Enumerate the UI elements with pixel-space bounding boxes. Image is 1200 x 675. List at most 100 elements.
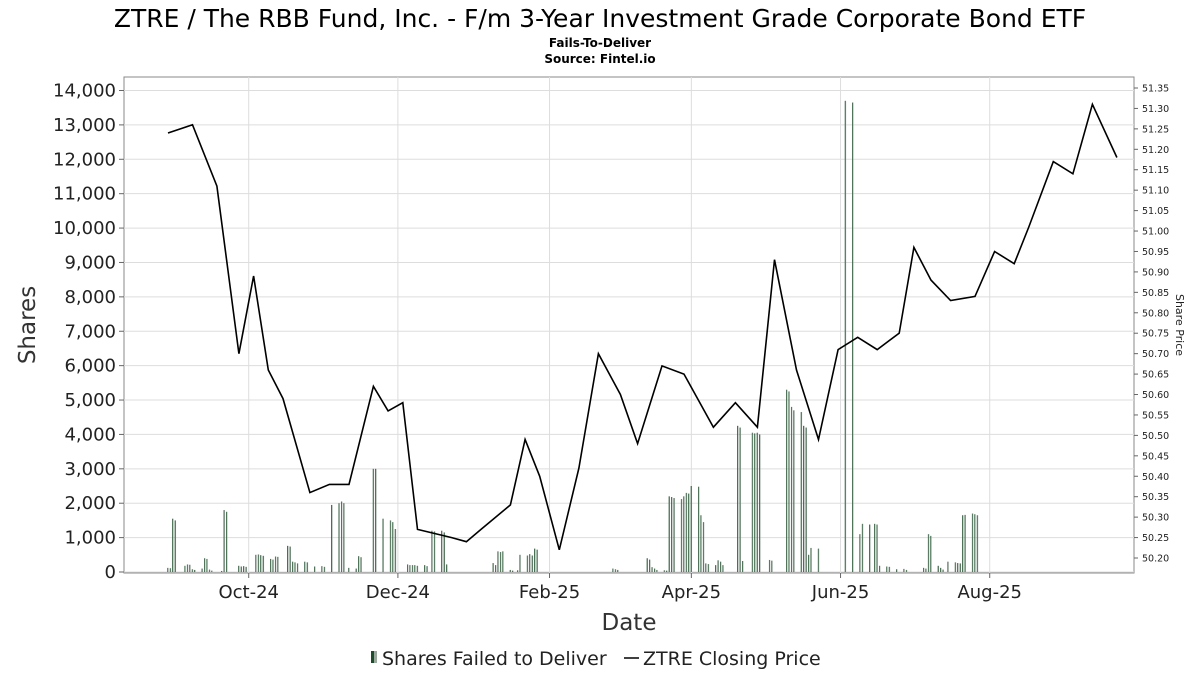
ftd-bar (441, 530, 443, 572)
x-axis-label: Date (602, 610, 657, 636)
ftd-bar-shade (965, 514, 966, 572)
ftd-bar-shade (708, 564, 710, 572)
y2-tick-label: 50.20 (1142, 554, 1169, 565)
ftd-bar-shade (652, 567, 653, 572)
ftd-bar-shade (187, 564, 189, 572)
y-tick-label: 9,000 (64, 252, 116, 273)
ftd-bar-shade (674, 498, 675, 572)
ftd-bar-shade (204, 558, 206, 572)
ftd-bar-shade (258, 554, 260, 572)
ftd-bar (654, 568, 655, 572)
ftd-bar-shade (224, 510, 225, 572)
ftd-bar-shade (305, 561, 306, 572)
ftd-bar-shade (190, 564, 191, 572)
ftd-bar-shade (307, 562, 309, 572)
ftd-bar-shade (395, 529, 397, 572)
ftd-bar (407, 564, 408, 572)
ftd-bar (411, 565, 413, 572)
ftd-bar-shade (681, 499, 683, 572)
ftd-bar-shade (794, 410, 795, 572)
ftd-bar (810, 547, 812, 572)
ftd-bar (201, 568, 203, 572)
ftd-bar (260, 555, 262, 572)
ftd-bar (656, 569, 658, 572)
ftd-bar-shade (442, 530, 443, 572)
ftd-bar-shade (446, 564, 448, 572)
ftd-bar (896, 569, 897, 572)
ftd-bar (751, 432, 753, 572)
y2-tick-label: 50.75 (1142, 329, 1169, 340)
ftd-bar (927, 534, 929, 572)
x-tick-label: Aug-25 (957, 582, 1022, 603)
ftd-bar (668, 496, 670, 572)
ftd-bar (923, 567, 924, 572)
ftd-bar (186, 564, 188, 572)
ftd-bar (343, 503, 345, 572)
ftd-bar (433, 531, 435, 572)
ftd-bar-shade (669, 496, 671, 572)
ftd-bar (495, 565, 496, 572)
ftd-bar (742, 560, 743, 572)
chart-title: ZTRE / The RBB Fund, Inc. - F/m 3-Year I… (114, 4, 1086, 33)
ftd-bar (688, 493, 690, 572)
ftd-bar (649, 559, 650, 572)
ftd-bar-shade (943, 569, 944, 572)
ftd-bar-shade (958, 563, 959, 572)
ftd-bar-shade (960, 563, 962, 572)
ftd-bar (262, 555, 264, 572)
ftd-bar-shade (948, 561, 949, 572)
ftd-bar-shade (376, 468, 377, 572)
y2-tick-label: 50.70 (1142, 349, 1169, 360)
ftd-bar (771, 560, 773, 572)
ftd-bar (389, 520, 391, 572)
ftd-bar-shade (647, 558, 649, 572)
ftd-bar-shade (324, 566, 326, 572)
ftd-bar (803, 425, 804, 572)
y2-tick-label: 51.05 (1142, 206, 1169, 217)
ftd-bar (526, 555, 528, 572)
y-axis: 0 1,000 2,000 3,000 4,000 5,000 6,000 7,000 8,00… (53, 81, 124, 583)
y2-tick-label: 51.25 (1142, 124, 1169, 135)
ftd-bar (243, 566, 244, 572)
y-tick-label: 5,000 (64, 390, 116, 411)
ftd-bar (959, 563, 961, 572)
x-axis: Oct-24 Dec-24 Feb-25 Apr-25 Jun-25 Aug-25 (218, 573, 1022, 603)
ftd-bar-shade (801, 412, 803, 572)
ftd-bar (717, 560, 719, 572)
ftd-bar-shade (671, 497, 673, 572)
ftd-bar (671, 497, 672, 572)
ftd-bar-shade (691, 486, 693, 572)
ftd-bar-shade (940, 567, 942, 572)
ftd-bar (651, 567, 653, 572)
ftd-bar-shade (667, 570, 668, 572)
ftd-bar-shade (503, 551, 504, 572)
grid-layer (124, 77, 1134, 573)
ftd-bar-shade (226, 511, 228, 572)
y2-tick-label: 50.30 (1142, 513, 1169, 524)
ftd-bar (690, 486, 692, 572)
ftd-bar-shade (737, 425, 739, 572)
ftd-bar-shade (373, 468, 375, 572)
ftd-bar-shade (241, 566, 243, 572)
ftd-bar-shade (772, 560, 773, 572)
y-tick-label: 14,000 (53, 81, 116, 102)
ftd-bar-shade (720, 561, 722, 572)
ftd-bar-shade (202, 568, 203, 572)
ftd-bar-shade (613, 568, 614, 572)
ftd-bar (360, 557, 362, 572)
ftd-bar (739, 427, 741, 572)
ftd-bar (294, 562, 296, 572)
y-tick-label: 4,000 (64, 424, 116, 445)
ftd-bar-shade (412, 565, 414, 572)
ftd-bar (788, 391, 790, 572)
y2-tick-label: 50.25 (1142, 533, 1169, 544)
ftd-bar (499, 552, 501, 572)
legend: Shares Failed to Deliver ZTRE Closing Pr… (371, 648, 821, 670)
ftd-bar-shade (808, 554, 810, 572)
ftd-bar (519, 554, 521, 572)
ftd-bar-shade (427, 566, 428, 572)
ftd-bar-shade (789, 391, 790, 572)
ftd-bar (536, 549, 538, 572)
ftd-bar (211, 570, 213, 572)
ftd-bar (512, 570, 513, 572)
